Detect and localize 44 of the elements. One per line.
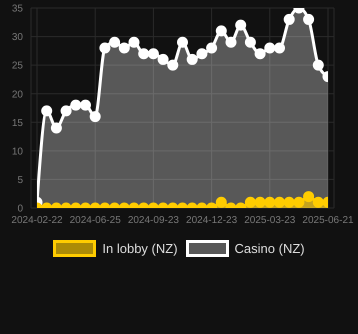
point bbox=[177, 36, 188, 48]
y-tick-label: 20 bbox=[12, 89, 24, 100]
point bbox=[216, 25, 227, 36]
legend-label: Casino (NZ) bbox=[234, 241, 305, 256]
point bbox=[186, 54, 198, 65]
point bbox=[196, 48, 208, 60]
point bbox=[109, 36, 120, 48]
y-tick-label: 10 bbox=[12, 146, 24, 158]
point bbox=[274, 42, 285, 54]
point bbox=[303, 14, 314, 25]
x-tick-label: 2024-12-23 bbox=[186, 215, 238, 226]
point bbox=[235, 20, 246, 31]
point bbox=[158, 54, 169, 65]
point bbox=[70, 100, 82, 111]
point bbox=[254, 48, 266, 60]
point bbox=[90, 111, 101, 122]
point bbox=[226, 36, 236, 48]
point bbox=[148, 48, 159, 60]
y-tick-label: 35 bbox=[12, 4, 24, 15]
point bbox=[312, 60, 324, 71]
x-tick-label: 2024-02-22 bbox=[11, 215, 64, 226]
point bbox=[167, 60, 178, 71]
point bbox=[206, 42, 218, 54]
point bbox=[128, 36, 140, 48]
y-tick-label: 30 bbox=[12, 32, 24, 44]
x-tick-label: 2024-09-23 bbox=[128, 215, 180, 226]
point bbox=[99, 42, 110, 54]
point bbox=[138, 48, 150, 60]
point bbox=[244, 36, 256, 48]
y-tick-label: 25 bbox=[12, 60, 24, 72]
y-tick-label: 5 bbox=[17, 174, 24, 186]
point bbox=[264, 42, 276, 54]
point bbox=[60, 105, 72, 116]
point bbox=[80, 100, 91, 111]
legend-label: In lobby (NZ) bbox=[102, 241, 178, 256]
point bbox=[284, 14, 295, 25]
x-tick-label: 2025-06-21 bbox=[302, 215, 354, 226]
y-tick-label: 15 bbox=[12, 118, 24, 129]
point bbox=[118, 42, 130, 54]
y-tick-label: 0 bbox=[17, 204, 24, 215]
x-tick-label: 2024-06-25 bbox=[70, 215, 122, 226]
point bbox=[41, 105, 52, 116]
x-tick-label: 2025-03-23 bbox=[244, 215, 296, 226]
point bbox=[50, 122, 62, 134]
